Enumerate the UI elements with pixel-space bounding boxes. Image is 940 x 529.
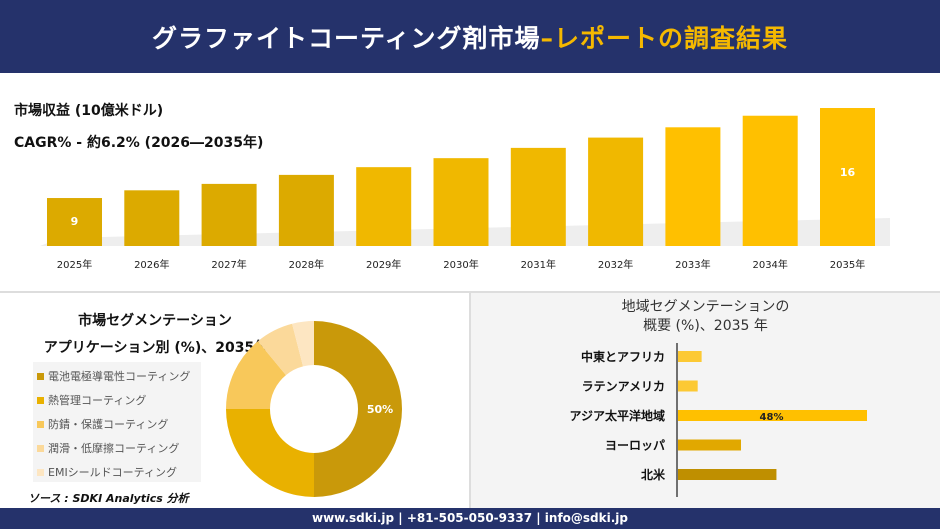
revenue-bar	[510, 147, 566, 246]
divider	[469, 293, 471, 508]
legend-item: 潤滑・低摩擦コーティング	[37, 436, 201, 460]
region-bar	[678, 469, 777, 480]
bar-data-label: 16	[840, 166, 856, 179]
year-tick-label: 2028年	[289, 258, 324, 271]
region-category-label: ヨーロッパ	[605, 439, 665, 453]
donut-slice	[292, 321, 314, 367]
region-category-label: ラテンアメリカ	[582, 380, 665, 394]
revenue-chart-panel: 市場収益 (10億米ドル) CAGR% - 約6.2% (2026―2035年)…	[0, 78, 940, 290]
year-tick-label: 2031年	[521, 258, 556, 271]
bar-data-label: 9	[71, 215, 79, 228]
legend-swatch	[37, 444, 44, 452]
legend-label: 熱管理コーティング	[48, 394, 147, 407]
donut-slice	[257, 323, 304, 376]
revenue-bar	[201, 183, 257, 246]
header-title-accent: –レポートの調査結果	[540, 23, 789, 53]
legend-swatch	[37, 372, 44, 380]
legend-label: 電池電極導電性コーティング	[48, 370, 191, 383]
revenue-subtitle: 市場収益 (10億米ドル)	[14, 103, 164, 119]
region-segment-panel: 地域セグメンテーションの 概要 (%)、2035 年 中東とアフリカ ラテンアメリ…	[471, 293, 940, 508]
legend-swatch	[37, 468, 44, 476]
legend-swatch	[37, 420, 44, 428]
region-bar	[678, 439, 741, 451]
donut-slice	[314, 321, 402, 497]
year-tick-label: 2025年	[57, 258, 92, 271]
year-tick-label: 2033年	[675, 258, 710, 271]
legend-item: 防錆・保護コーティング	[37, 412, 201, 436]
donut-data-label: 50%	[367, 403, 393, 416]
legend-label: EMIシールドコーティング	[48, 466, 178, 479]
year-tick-label: 2029年	[366, 258, 401, 271]
application-donut-chart: 50%	[226, 321, 402, 497]
divider	[0, 291, 940, 293]
region-category-label: 北米	[641, 467, 666, 482]
donut-legend: 電池電極導電性コーティング 熱管理コーティング防錆・保護コーティング 潤滑・低摩擦コ…	[33, 362, 201, 482]
region-bar	[678, 380, 698, 392]
revenue-bar	[124, 190, 180, 246]
donut-slice	[226, 341, 286, 409]
region-bar	[678, 351, 702, 362]
revenue-bar	[278, 174, 334, 246]
year-tick-label: 2032年	[598, 258, 633, 271]
year-tick-label: 2035年	[830, 258, 865, 271]
revenue-bar-chart: 2025年 9 2026年 2027年 2028年 2029年 2030年 2031年 2032…	[40, 108, 890, 271]
cagr-subtitle: CAGR% - 約6.2% (2026―2035年)	[14, 135, 264, 151]
source-note: ソース : SDKI Analytics 分析	[28, 492, 189, 505]
legend-swatch	[37, 396, 44, 404]
revenue-bar	[356, 167, 412, 246]
revenue-bar	[820, 108, 875, 246]
revenue-bar	[665, 127, 721, 246]
year-tick-label: 2027年	[211, 258, 246, 271]
revenue-bar	[742, 115, 798, 246]
header-title: グラファイトコーティング剤市場	[151, 23, 541, 53]
donut-title-2: アプリケーション別 (%)、2035年	[43, 340, 269, 356]
legend-item: 電池電極導電性コーティング	[37, 364, 201, 388]
region-title-1: 地域セグメンテーションの	[621, 299, 790, 315]
donut-slice	[226, 409, 314, 497]
year-tick-label: 2026年	[134, 258, 169, 271]
region-category-label: 中東とアフリカ	[581, 349, 665, 364]
contact-footer: www.sdki.jp | +81-505-050-9337 | info@sd…	[0, 508, 940, 529]
revenue-bar	[433, 158, 489, 246]
legend-item: 熱管理コーティング	[37, 388, 201, 412]
year-tick-label: 2034年	[752, 258, 787, 271]
region-title-2: 概要 (%)、2035 年	[643, 318, 768, 334]
legend-label: 潤滑・低摩擦コーティング	[48, 442, 180, 455]
legend-label: 防錆・保護コーティング	[48, 418, 169, 431]
region-data-label: 48%	[760, 412, 784, 423]
revenue-bar	[47, 198, 102, 246]
donut-title-1: 市場セグメンテーション	[78, 313, 232, 329]
report-header: グラファイトコーティング剤市場 –レポートの調査結果	[0, 0, 940, 73]
region-category-label: アジア太平洋地域	[569, 408, 665, 423]
region-bar	[678, 410, 867, 421]
revenue-bar	[588, 137, 644, 246]
year-tick-label: 2030年	[443, 258, 478, 271]
legend-item: EMIシールドコーティング	[37, 460, 201, 484]
